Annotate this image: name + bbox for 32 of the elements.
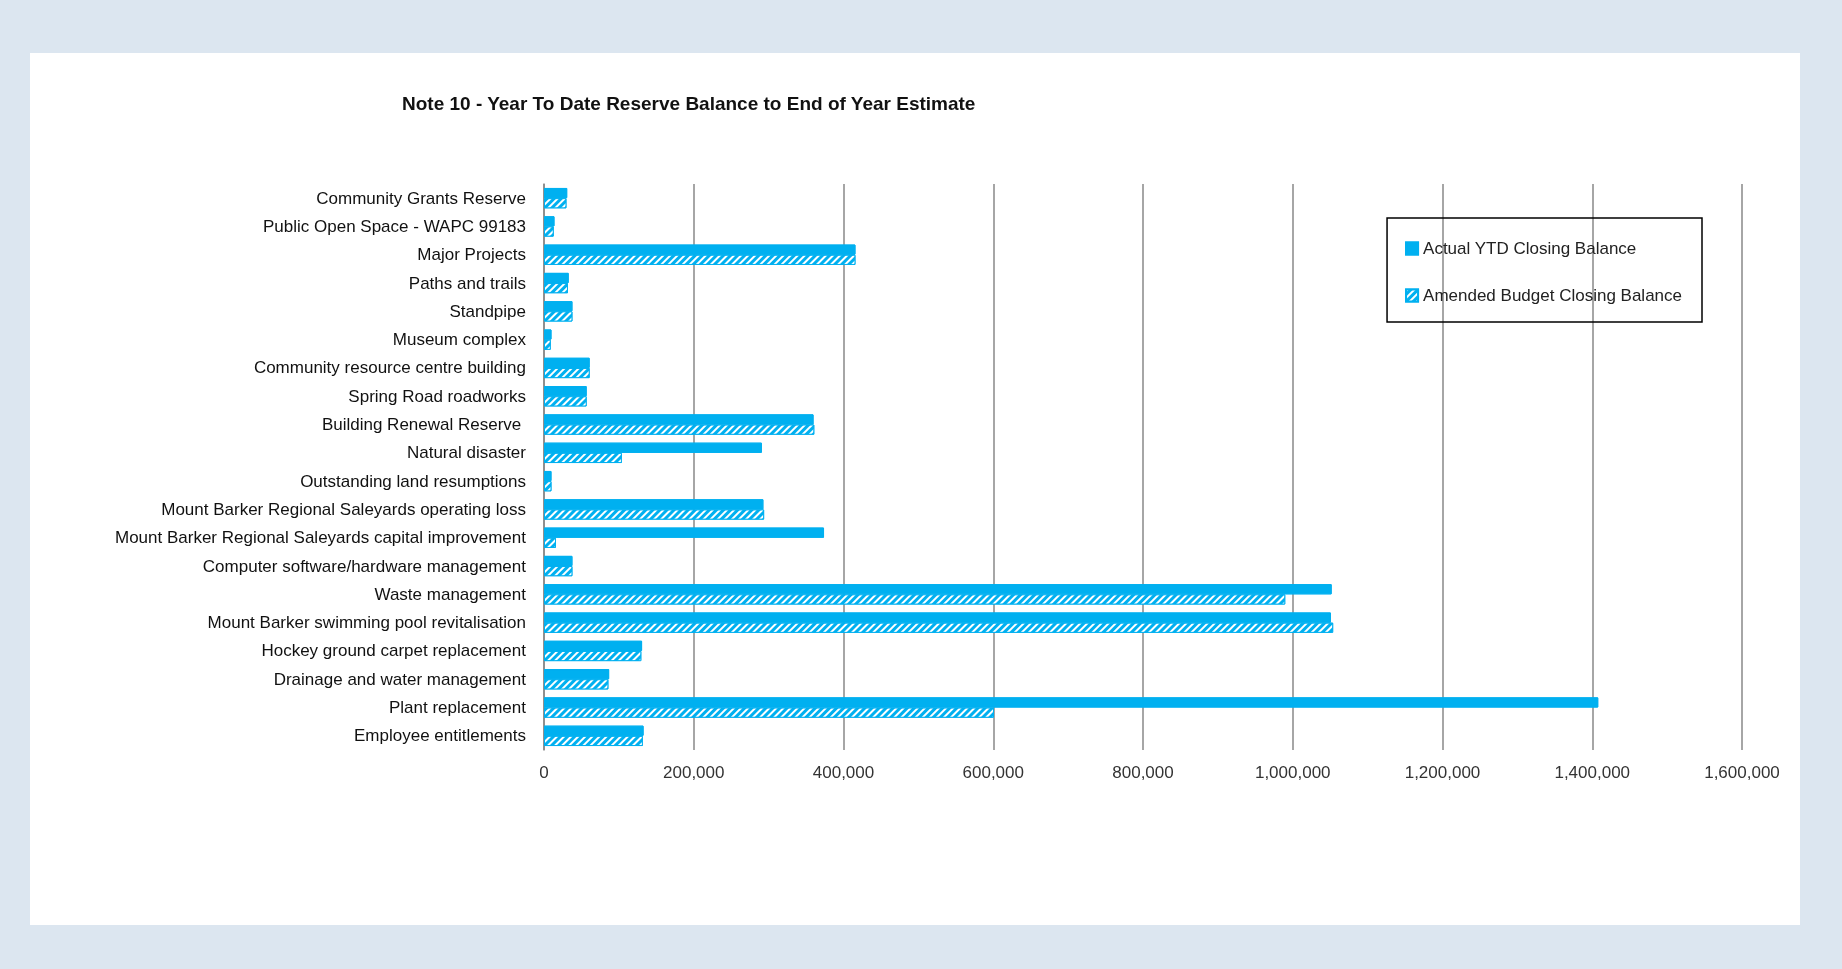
y-tick-label: Spring Road roadworks (348, 386, 526, 406)
x-tick-label: 1,400,000 (1554, 763, 1631, 782)
legend-label: Amended Budget Closing Balance (1423, 286, 1682, 305)
y-tick-label: Paths and trails (408, 273, 526, 293)
x-tick-label: 0 (539, 763, 549, 782)
y-tick-label: Community resource centre building (253, 358, 526, 378)
y-tick-label: Waste management (374, 584, 527, 604)
y-tick-label: Mount Barker swimming pool revitalisation (207, 613, 526, 633)
y-tick-label: Major Projects (417, 245, 526, 265)
x-tick-label: 400,000 (812, 763, 875, 782)
y-tick-label: Public Open Space - WAPC 99183 (262, 216, 526, 236)
y-tick-label: Building Renewal Reserve (321, 415, 526, 435)
y-tick-label: Hockey ground carpet replacement (261, 641, 527, 661)
x-tick-label: 1,200,000 (1404, 763, 1481, 782)
x-tick-label: 1,600,000 (1704, 763, 1780, 782)
y-tick-label: Standpipe (449, 301, 526, 321)
y-tick-label: Mount Barker Regional Saleyards operating loss (161, 499, 526, 519)
y-tick-label: Mount Barker Regional Saleyards capital improvement (114, 528, 527, 548)
y-tick-label: Drainage and water management (273, 669, 527, 689)
y-tick-label: Plant replacement (388, 698, 527, 718)
y-tick-label: Employee entitlements (354, 726, 526, 746)
x-tick-label: 1,000,000 (1254, 763, 1331, 782)
chart-title: Note 10 - Year To Date Reserve Balance to End of Year Estimate (402, 93, 976, 114)
y-tick-label: Community Grants Reserve (316, 188, 526, 208)
x-tick-label: 600,000 (962, 763, 1024, 782)
y-tick-label: Natural disaster (406, 443, 527, 463)
x-tick-label: 200,000 (663, 763, 725, 782)
x-tick-label: 800,000 (1112, 763, 1174, 782)
y-tick-label: Outstanding land resumptions (300, 471, 526, 491)
y-tick-label: Computer software/hardware management (202, 556, 527, 576)
y-tick-label: Museum complex (392, 330, 527, 350)
legend-label: Actual YTD Closing Balance (1423, 239, 1637, 258)
